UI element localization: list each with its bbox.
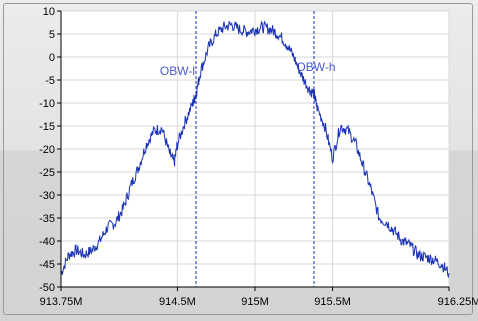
x-tick-label: 914.5M: [159, 296, 196, 308]
x-tick-label: 915.5M: [314, 296, 351, 308]
y-tick-label: -40: [39, 236, 55, 248]
chart-frame: [3, 3, 473, 315]
obw-marker-label: OBW-l: [160, 64, 195, 78]
trace-group: [60, 20, 450, 279]
y-tick-label: -20: [39, 144, 55, 156]
y-tick-label: -25: [39, 167, 55, 179]
x-tick-label: 916.25M: [438, 296, 478, 308]
obw-markers: OBW-l OBW-h: [160, 11, 336, 287]
y-tick-label: -50: [39, 282, 55, 294]
y-tick-label: -35: [39, 213, 55, 225]
y-tick-label: -45: [39, 259, 55, 271]
x-tick-label: 915M: [241, 296, 269, 308]
y-tick-label: -30: [39, 190, 55, 202]
x-tick-label: 913.75M: [40, 296, 83, 308]
y-tick-label: 10: [43, 6, 55, 18]
y-tick-label: -10: [39, 98, 55, 110]
y-tick-label: 0: [49, 52, 55, 64]
obw-marker-label: OBW-h: [296, 60, 335, 74]
spectrum-trace: [60, 20, 450, 279]
tick-labels: 10 5 0 -5 -10 -15 -20 -25 -30 -35 -40 -45 -50 913.75M…: [39, 6, 478, 308]
y-tick-label: 5: [49, 29, 55, 41]
y-tick-label: -15: [39, 121, 55, 133]
y-tick-label: -5: [45, 75, 55, 87]
